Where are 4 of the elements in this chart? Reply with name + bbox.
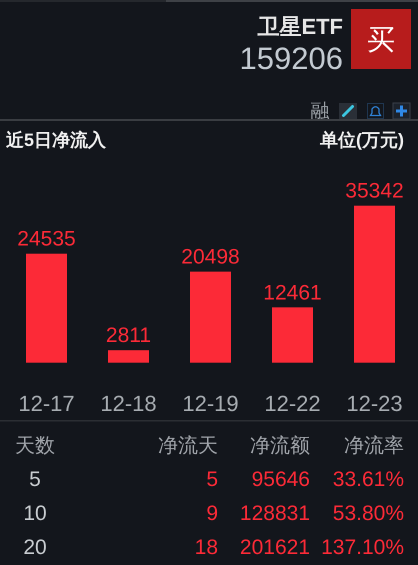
title: 卫星ETF <box>257 14 343 39</box>
title: 近5日净流入 <box>6 130 106 150</box>
subtitle: 159206 <box>240 41 343 76</box>
annotation: 单位(万元) <box>320 130 404 150</box>
